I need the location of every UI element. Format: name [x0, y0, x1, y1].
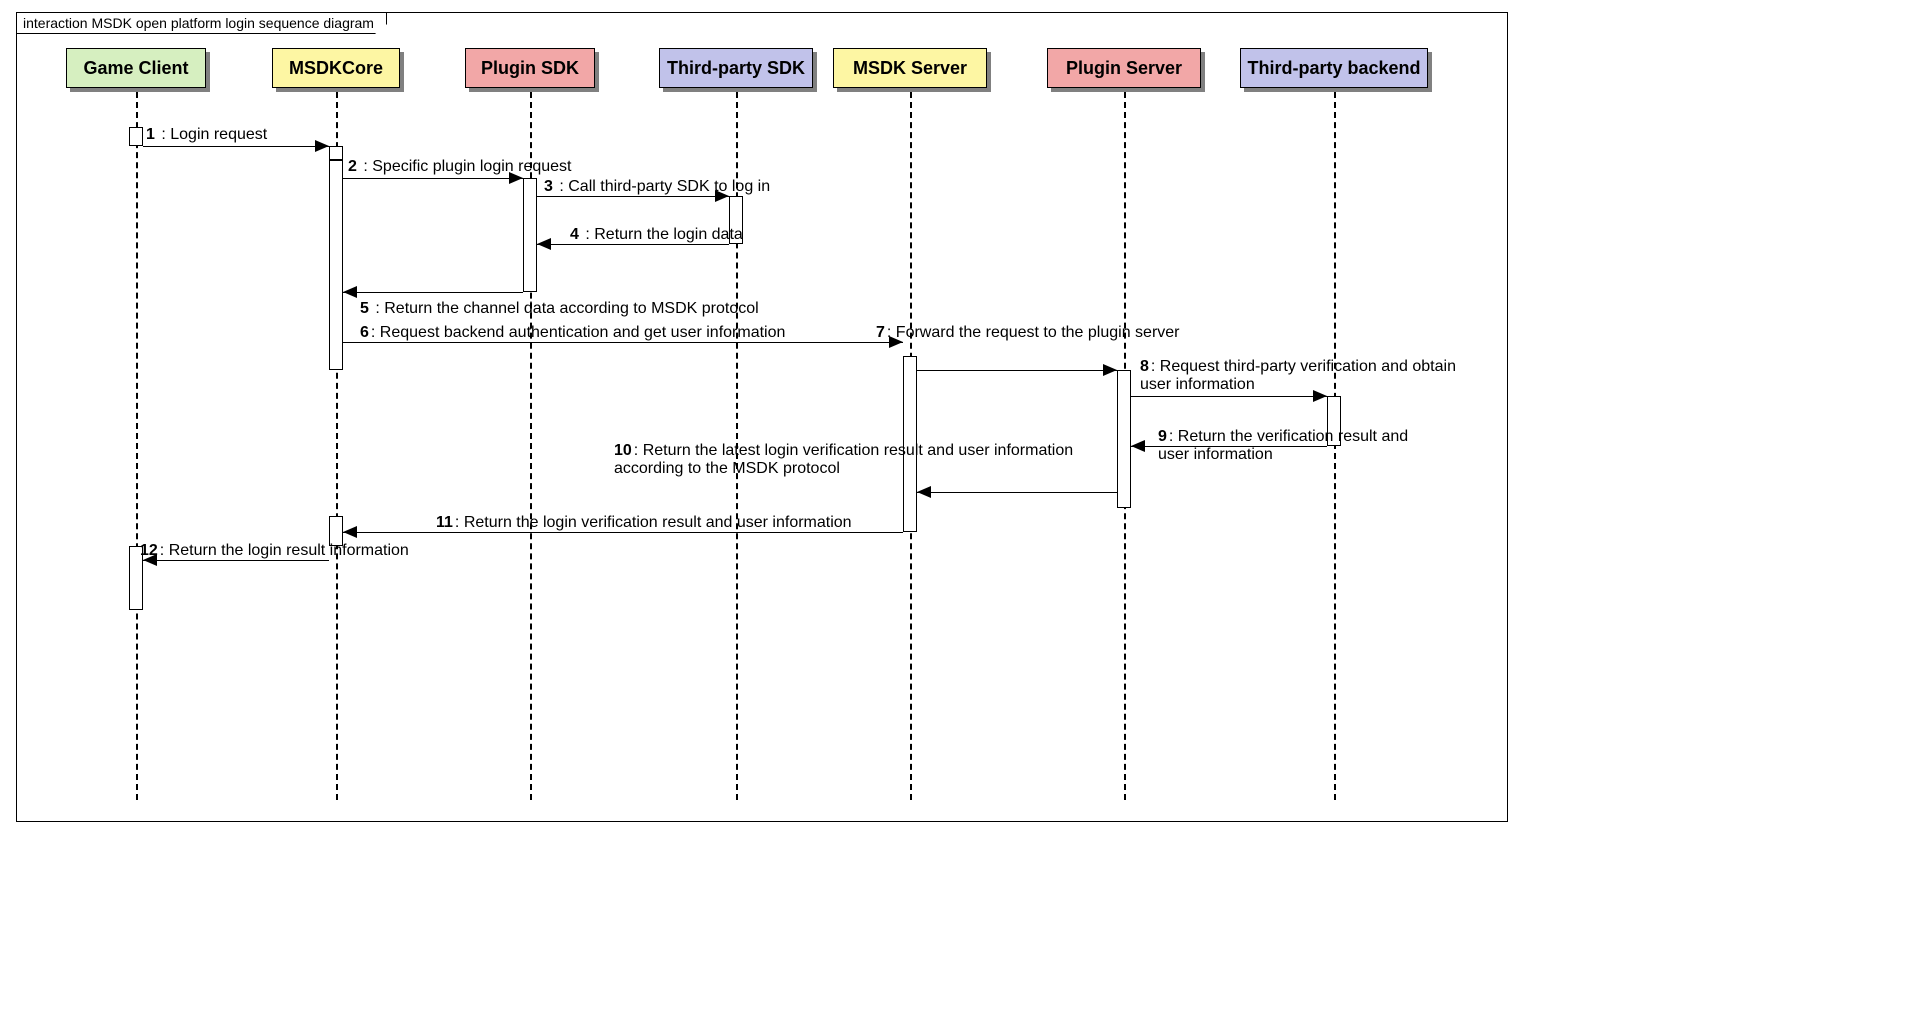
message-line-7: [917, 370, 1117, 371]
message-text: Specific plugin login request: [372, 158, 571, 175]
message-number: 11: [436, 514, 453, 531]
message-number: 3: [544, 178, 553, 195]
message-text: Return the latest login verification res…: [614, 442, 1073, 477]
message-label-7: 7: Forward the request to the plugin ser…: [876, 324, 1180, 342]
message-label-8: 8: Request third-party verification and …: [1140, 358, 1456, 394]
activation-core: [329, 146, 343, 160]
message-text: Return the login data: [594, 226, 743, 243]
message-label-5: 5 : Return the channel data according to…: [360, 300, 759, 318]
message-number: 6: [360, 324, 369, 341]
activation-game: [129, 127, 143, 146]
message-label-4: 4 : Return the login data: [570, 226, 743, 244]
message-label-9: 9: Return the verification result and us…: [1158, 428, 1408, 464]
message-line-4: [537, 244, 729, 245]
message-text: Return the verification result and user …: [1158, 428, 1408, 463]
message-line-8: [1131, 396, 1327, 397]
message-text: Call third-party SDK to log in: [568, 178, 770, 195]
participant-tpb: Third-party backend: [1240, 48, 1428, 88]
message-arrow-1: [315, 140, 329, 152]
message-number: 2: [348, 158, 357, 175]
message-number: 9: [1158, 428, 1167, 445]
participant-game: Game Client: [66, 48, 206, 88]
message-text: Request third-party verification and obt…: [1140, 358, 1456, 393]
message-line-5: [343, 292, 523, 293]
message-label-11: 11: Return the login verification result…: [436, 514, 852, 532]
activation-psrv: [1117, 370, 1131, 508]
message-arrow-11: [343, 526, 357, 538]
activation-psdk: [523, 178, 537, 292]
message-arrow-9: [1131, 440, 1145, 452]
lifeline-game: [136, 92, 138, 800]
message-text: Request backend authentication and get u…: [380, 324, 786, 341]
message-line-6: [343, 342, 903, 343]
message-number: 5: [360, 300, 369, 317]
message-line-11: [343, 532, 903, 533]
message-number: 1: [146, 126, 155, 143]
message-label-6: 6: Request backend authentication and ge…: [360, 324, 785, 342]
message-label-10: 10: Return the latest login verification…: [614, 442, 1073, 478]
message-label-12: 12: Return the login result information: [140, 542, 409, 560]
message-number: 10: [614, 442, 632, 459]
message-text: Login request: [170, 126, 267, 143]
message-arrow-7: [1103, 364, 1117, 376]
message-line-2: [343, 178, 523, 179]
message-text: Return the login result information: [169, 542, 409, 559]
message-label-3: 3 : Call third-party SDK to log in: [544, 178, 770, 196]
message-label-2: 2 : Specific plugin login request: [348, 158, 571, 176]
message-arrow-4: [537, 238, 551, 250]
message-label-1: 1 : Login request: [146, 126, 267, 144]
message-line-12: [143, 560, 329, 561]
message-number: 7: [876, 324, 885, 341]
participant-core: MSDKCore: [272, 48, 400, 88]
message-text: Forward the request to the plugin server: [896, 324, 1180, 341]
message-line-1: [143, 146, 329, 147]
sequence-diagram: interaction MSDK open platform login seq…: [0, 0, 1908, 1028]
participant-tpsdk: Third-party SDK: [659, 48, 813, 88]
message-arrow-5: [343, 286, 357, 298]
participant-psdk: Plugin SDK: [465, 48, 595, 88]
participant-msrv: MSDK Server: [833, 48, 987, 88]
activation-core: [329, 160, 343, 370]
message-arrow-10: [917, 486, 931, 498]
diagram-title: interaction MSDK open platform login seq…: [16, 12, 387, 34]
message-text: Return the login verification result and…: [464, 514, 852, 531]
message-number: 8: [1140, 358, 1149, 375]
message-text: Return the channel data according to MSD…: [384, 300, 758, 317]
message-number: 4: [570, 226, 579, 243]
participant-psrv: Plugin Server: [1047, 48, 1201, 88]
message-number: 12: [140, 542, 158, 559]
message-line-10: [917, 492, 1117, 493]
message-line-3: [537, 196, 729, 197]
